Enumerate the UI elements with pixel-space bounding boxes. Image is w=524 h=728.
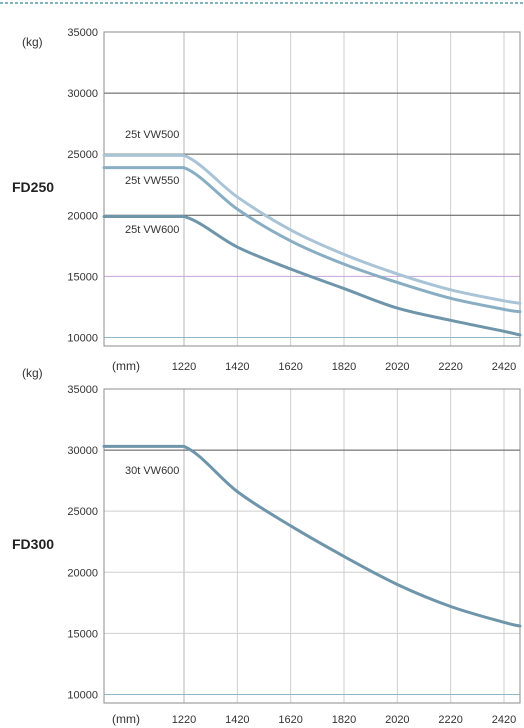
- x-tick-label: 1220: [172, 361, 196, 373]
- series-label: 25t VW550: [125, 175, 179, 187]
- x-tick-label: 2020: [385, 714, 409, 726]
- x-tick-label: 1620: [278, 714, 302, 726]
- chart-panel-fd300: 10000 15000 20000 25000 30000 35000 1220 1420 16…: [12, 366, 522, 726]
- y-tick-label: 20000: [67, 567, 98, 579]
- x-tick-label: 1420: [225, 714, 249, 726]
- y-tick-label: 20000: [67, 210, 98, 222]
- chart-panel-fd250: 10000 15000 20000 25000 30000 35000 1220 1420 16…: [12, 27, 522, 373]
- series-line-25t-vw600: [102, 214, 522, 337]
- x-tick-label: 1420: [225, 361, 249, 373]
- series-line-25t-vw550: [102, 166, 522, 314]
- y-tick-label: 35000: [67, 384, 98, 396]
- plot-frame: [103, 388, 521, 704]
- series-label: 25t VW500: [125, 129, 179, 141]
- y-tick-label: 30000: [67, 445, 98, 457]
- y-tick-label: 15000: [67, 271, 98, 283]
- series-line-25t-vw500: [102, 153, 522, 305]
- x-tick-label: 1820: [332, 361, 356, 373]
- y-tick-label: 30000: [67, 88, 98, 100]
- y-tick-label: 10000: [67, 332, 98, 344]
- y-tick-label: 10000: [67, 689, 98, 701]
- y-unit-label: (kg): [22, 35, 43, 49]
- y-tick-label: 15000: [67, 628, 98, 640]
- x-unit-label: (mm): [112, 359, 140, 373]
- model-label: FD250: [12, 179, 54, 195]
- x-tick-label: 2420: [492, 714, 516, 726]
- y-unit-label: (kg): [22, 366, 43, 380]
- y-tick-label: 25000: [67, 149, 98, 161]
- x-tick-label: 1220: [172, 714, 196, 726]
- series-label: 30t VW600: [125, 465, 179, 477]
- x-tick-label: 2420: [492, 361, 516, 373]
- x-tick-label: 1820: [332, 714, 356, 726]
- y-tick-label: 35000: [67, 27, 98, 39]
- model-label: FD300: [12, 536, 54, 552]
- series-label: 25t VW600: [125, 224, 179, 236]
- x-unit-label: (mm): [112, 712, 140, 726]
- x-tick-label: 2020: [385, 361, 409, 373]
- x-tick-label: 1620: [278, 361, 302, 373]
- y-tick-label: 25000: [67, 506, 98, 518]
- plot-frame: [103, 31, 521, 347]
- x-tick-label: 2220: [438, 361, 462, 373]
- x-tick-label: 2220: [438, 714, 462, 726]
- series-line-30t-vw600: [102, 444, 522, 628]
